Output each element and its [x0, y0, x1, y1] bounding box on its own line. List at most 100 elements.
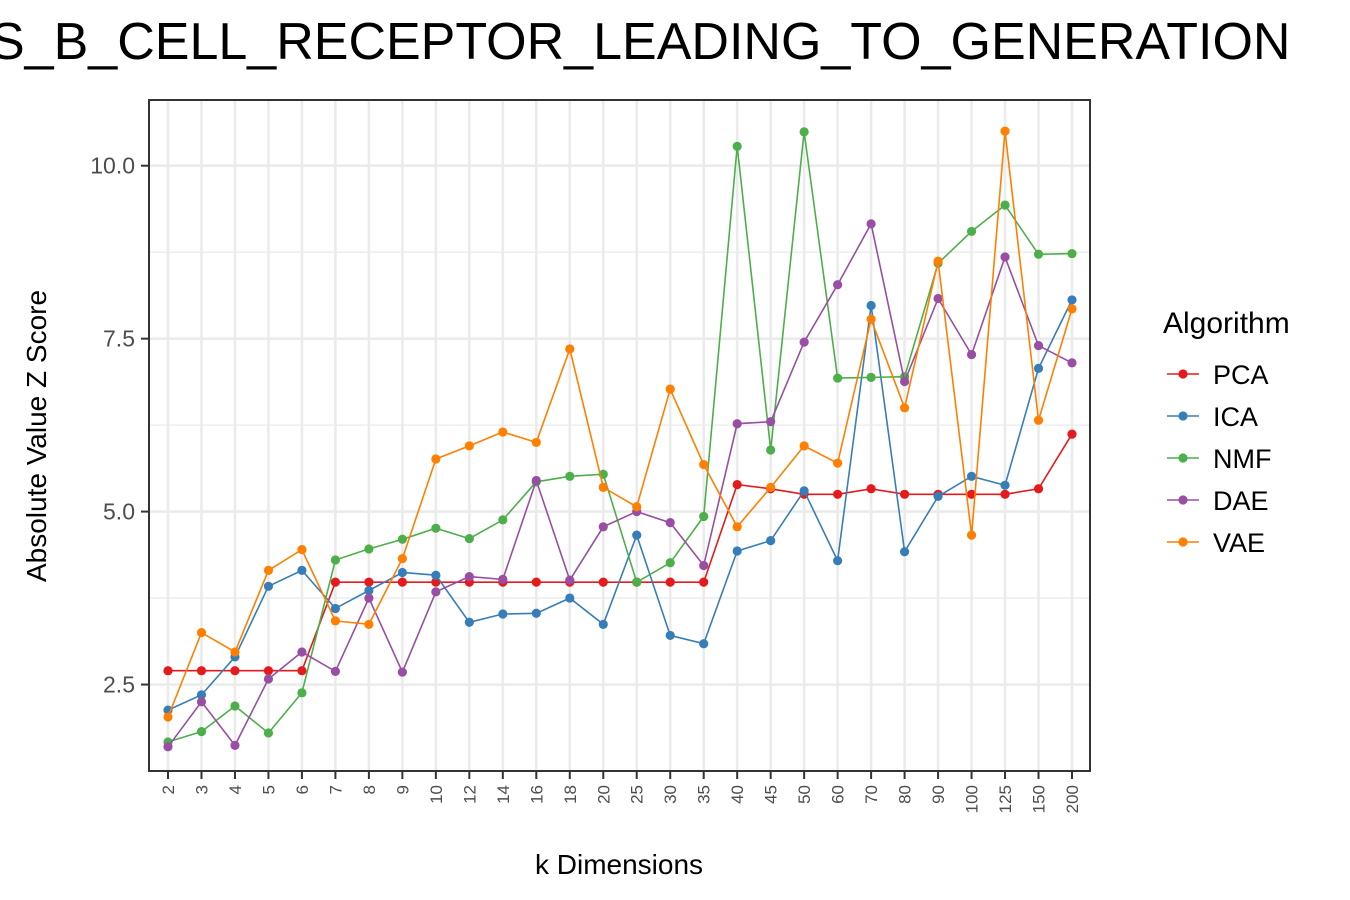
data-point-nmf: [330, 555, 341, 565]
data-point-ica: [598, 619, 608, 629]
data-point-pca: [196, 666, 207, 676]
data-point-dae: [263, 674, 274, 684]
data-point-vae: [364, 619, 374, 629]
data-point-dae: [498, 574, 508, 584]
data-point-ica: [732, 546, 742, 556]
x-tick-label: 12: [460, 785, 479, 804]
legend-point-vae: [1178, 537, 1188, 547]
data-point-vae: [498, 427, 508, 437]
legend-label-vae: VAE: [1213, 528, 1265, 558]
data-point-nmf: [464, 533, 474, 544]
data-point-dae: [665, 518, 675, 528]
data-point-vae: [1000, 126, 1010, 136]
chart-title: S_B_CELL_RECEPTOR_LEADING_TO_GENERATION: [0, 13, 1291, 71]
data-point-nmf: [632, 577, 642, 587]
x-tick-label: 60: [829, 785, 848, 804]
data-point-dae: [732, 419, 742, 429]
data-point-nmf: [833, 373, 843, 383]
x-axis-title: k Dimensions: [535, 849, 703, 880]
data-point-pca: [833, 489, 843, 499]
data-point-dae: [297, 647, 307, 657]
x-tick-label: 9: [393, 785, 412, 794]
data-point-ica: [565, 593, 575, 603]
data-point-pca: [732, 480, 742, 490]
data-point-ica: [531, 608, 541, 618]
x-tick-label: 35: [695, 785, 714, 804]
data-point-dae: [163, 742, 173, 752]
data-point-ica: [1067, 295, 1077, 305]
data-point-vae: [933, 256, 943, 266]
data-point-pca: [431, 577, 441, 587]
y-tick-label: 5.0: [103, 499, 135, 525]
data-point-vae: [899, 403, 910, 413]
data-point-nmf: [565, 471, 575, 481]
x-tick-label: 3: [192, 785, 211, 794]
series-line-ica: [167, 299, 1073, 711]
series-line-vae: [167, 131, 1073, 718]
plot-panel-border: [148, 99, 1091, 772]
data-point-nmf: [799, 127, 809, 137]
series-line-dae: [167, 221, 1073, 748]
x-tick-label: 25: [628, 785, 647, 804]
x-tick-label: 2: [159, 785, 178, 794]
grid-lines: [149, 100, 1090, 771]
data-point-vae: [330, 616, 341, 626]
data-point-ica: [464, 617, 474, 627]
data-point-dae: [1033, 340, 1044, 351]
data-point-ica: [263, 581, 274, 591]
data-point-dae: [598, 522, 608, 532]
x-tick-label: 200: [1063, 785, 1082, 813]
data-point-dae: [833, 280, 843, 290]
data-point-dae: [531, 475, 541, 486]
data-point-dae: [966, 349, 977, 360]
data-point-dae: [364, 593, 374, 603]
x-tick-label: 80: [896, 785, 915, 804]
data-point-dae: [230, 740, 240, 751]
x-tick-label: 50: [795, 785, 814, 804]
x-tick-label: 4: [226, 785, 245, 794]
legend: Algorithm PCA ICA NMF DAE VAE: [1163, 307, 1290, 558]
x-tick-label: 10: [427, 785, 446, 804]
legend-point-pca: [1178, 369, 1188, 379]
x-axis: 2 3 4 5 6 7 8 9 10 12 14 16 18 20 25 30 35 40 45 50 60 70 80 90…: [159, 771, 1082, 813]
data-point-pca: [531, 577, 541, 587]
data-point-dae: [330, 666, 341, 676]
y-tick-label: 10.0: [90, 153, 135, 179]
data-point-pca: [598, 577, 608, 587]
data-point-dae: [766, 417, 776, 427]
data-point-vae: [431, 454, 441, 464]
data-point-vae: [230, 647, 240, 657]
x-tick-label: 125: [996, 785, 1015, 813]
data-point-nmf: [397, 534, 407, 544]
data-point-dae: [397, 667, 407, 677]
data-point-nmf: [297, 688, 307, 698]
data-point-ica: [699, 639, 709, 649]
x-tick-label: 45: [762, 785, 781, 804]
data-point-vae: [866, 314, 876, 324]
legend-label-nmf: NMF: [1213, 444, 1271, 474]
x-tick-label: 90: [929, 785, 948, 804]
data-point-ica: [799, 486, 809, 496]
x-tick-label: 8: [360, 785, 379, 794]
y-axis: 2.5 5.0 7.5 10.0: [90, 153, 149, 698]
data-point-vae: [766, 482, 776, 492]
data-point-pca: [966, 489, 977, 499]
data-point-vae: [531, 437, 541, 448]
data-point-ica: [1000, 480, 1010, 490]
data-point-vae: [598, 482, 608, 492]
data-point-pca: [1067, 429, 1077, 439]
data-point-ica: [364, 585, 374, 596]
data-point-ica: [297, 565, 307, 575]
data-point-pca: [899, 489, 910, 499]
data-point-ica: [632, 530, 642, 540]
data-point-pca: [330, 577, 341, 587]
data-point-ica: [431, 570, 441, 580]
data-point-vae: [732, 522, 742, 532]
data-point-dae: [933, 293, 943, 304]
x-tick-label: 40: [728, 785, 747, 804]
x-tick-label: 5: [259, 785, 278, 794]
legend-point-dae: [1178, 495, 1188, 505]
legend-label-ica: ICA: [1213, 402, 1258, 432]
x-tick-label: 70: [862, 785, 881, 804]
data-point-vae: [1067, 304, 1077, 314]
